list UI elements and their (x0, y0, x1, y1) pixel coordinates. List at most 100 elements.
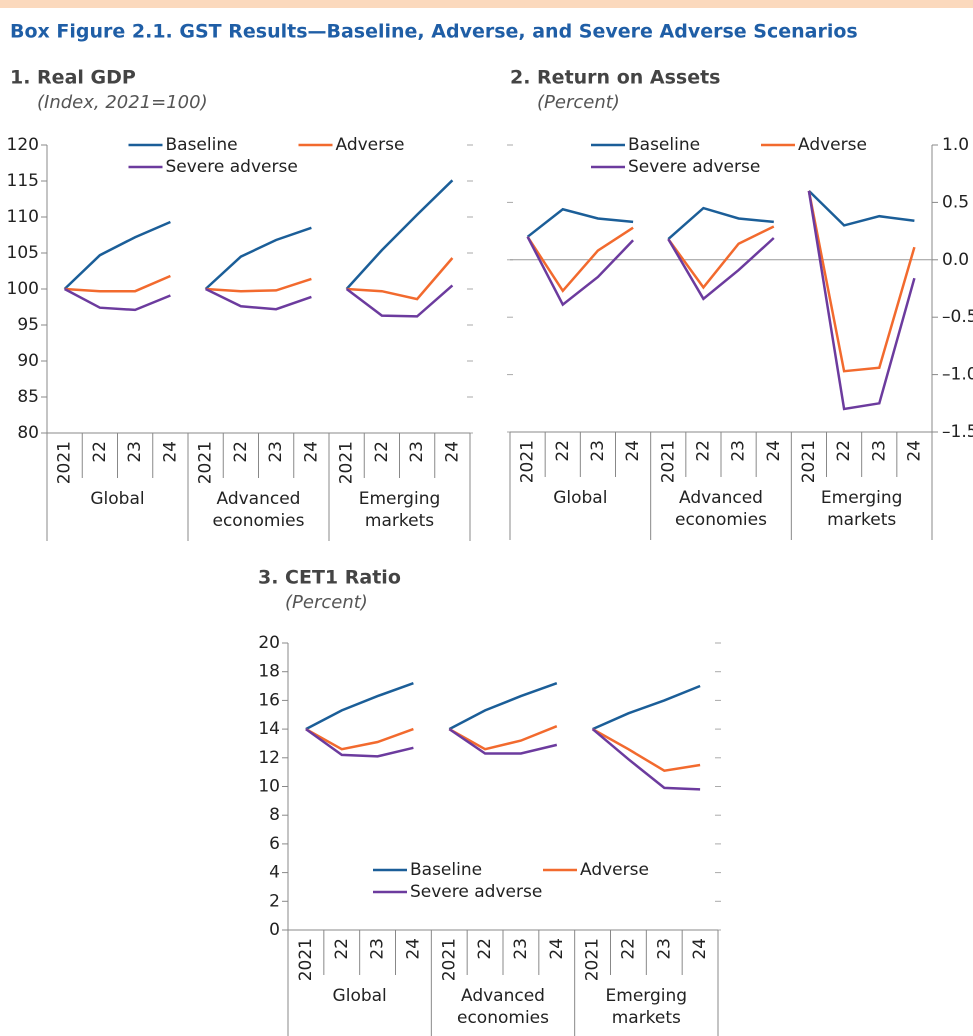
chart-title: 3. CET1 Ratio (258, 567, 401, 589)
series-line (64, 287, 171, 312)
y-tick-label: 18 (258, 662, 280, 682)
series-line (807, 190, 916, 411)
x-tick-label: 24 (547, 938, 567, 960)
y-tick-label: 105 (7, 243, 39, 263)
legend-label: Severe adverse (166, 157, 298, 177)
x-tick-label: 23 (588, 440, 608, 462)
group-label: Global (332, 986, 387, 1006)
series-line (64, 274, 171, 293)
group-label-box: Emerging markets (605, 986, 688, 1028)
x-tick-label: 23 (869, 440, 889, 462)
series-line (63, 220, 171, 290)
y-tick-label: 16 (258, 690, 280, 710)
chart-subtitle: (Percent) (285, 592, 368, 613)
legend-label: Adverse (798, 135, 867, 155)
y-tick-label: 0.5 (942, 192, 969, 212)
x-tick-label: 23 (125, 441, 145, 463)
x-tick-label: 24 (904, 440, 924, 462)
y-tick-label: 6 (269, 834, 280, 854)
group-label-box: Advanced economies (674, 488, 767, 530)
series-line (345, 284, 454, 318)
series-line (526, 207, 634, 238)
x-tick-label: 23 (368, 938, 388, 960)
legend-label: Baseline (166, 135, 238, 155)
x-tick-label: 23 (266, 441, 286, 463)
y-tick-label: 85 (17, 387, 39, 407)
series-line (305, 728, 414, 758)
y-tick-label: 0 (269, 920, 280, 940)
series-line (346, 257, 454, 301)
group-label: Advanced economies (457, 986, 549, 1028)
series-line (205, 287, 312, 311)
y-tick-label: 1.0 (942, 135, 969, 155)
x-tick-label: 24 (301, 441, 321, 463)
group-label: Global (553, 488, 608, 508)
x-tick-label: 22 (618, 938, 638, 960)
group-label: Advanced economies (674, 488, 767, 530)
chart-title: 2. Return on Assets (510, 67, 720, 89)
chart-title: 1. Real GDP (10, 67, 136, 89)
series-line (205, 277, 312, 293)
group-label-box: Advanced economies (457, 986, 549, 1028)
group-label-box: Global (90, 489, 145, 509)
series-line (808, 190, 915, 227)
chart-subtitle: (Index, 2021=100) (37, 92, 208, 113)
legend-label: Baseline (410, 860, 482, 880)
y-tick-label: 80 (17, 423, 39, 443)
series-line (448, 728, 558, 755)
y-tick-label: 10 (258, 777, 280, 797)
series-line (592, 684, 701, 731)
figure-title: Box Figure 2.1. GST Results—Baseline, Ad… (10, 21, 858, 43)
x-tick-label: 22 (372, 441, 392, 463)
x-tick-label: 23 (729, 440, 749, 462)
y-tick-label: 0.0 (942, 250, 969, 270)
group-label-box: Global (332, 986, 387, 1006)
x-tick-label: 24 (403, 938, 423, 960)
top-band (0, 0, 973, 8)
series-line (305, 682, 414, 731)
x-tick-label: 2021 (583, 938, 603, 981)
x-tick-label: 22 (693, 440, 713, 462)
group-label-box: Advanced economies (213, 489, 305, 531)
y-tick-label: –1.5 (942, 422, 973, 442)
y-tick-label: 120 (7, 135, 39, 155)
series-line (448, 725, 558, 751)
x-tick-label: 22 (834, 440, 854, 462)
series-line (448, 682, 558, 731)
series-line (667, 206, 774, 241)
y-tick-label: –0.5 (942, 307, 973, 327)
x-tick-label: 2021 (196, 441, 216, 484)
series-line (591, 728, 701, 791)
group-label-box: Emerging markets (820, 488, 903, 530)
x-tick-label: 24 (623, 440, 643, 462)
x-tick-label: 2021 (439, 938, 459, 981)
x-tick-label: 24 (690, 938, 710, 960)
x-tick-label: 24 (442, 441, 462, 463)
x-tick-label: 23 (511, 938, 531, 960)
y-tick-label: 14 (258, 719, 280, 739)
series-line (526, 236, 635, 307)
group-label: Global (90, 489, 145, 509)
y-tick-label: 8 (269, 805, 280, 825)
y-tick-label: 12 (258, 748, 280, 768)
y-tick-label: 20 (258, 633, 280, 653)
x-tick-label: 22 (231, 441, 251, 463)
x-tick-label: 2021 (518, 440, 538, 483)
x-tick-label: 2021 (799, 440, 819, 483)
y-tick-label: 2 (269, 891, 280, 911)
group-label-box: Global (553, 488, 608, 508)
group-label: Emerging markets (605, 986, 688, 1028)
x-tick-label: 23 (407, 441, 427, 463)
series-line (667, 225, 775, 290)
x-tick-label: 2021 (55, 441, 75, 484)
group-label-box: Emerging markets (359, 489, 441, 531)
x-tick-label: 2021 (337, 441, 357, 484)
y-tick-label: 110 (7, 207, 39, 227)
group-label: Emerging markets (820, 488, 903, 530)
y-tick-label: 4 (269, 863, 280, 883)
x-tick-label: 2021 (658, 440, 678, 483)
x-tick-label: 24 (160, 441, 180, 463)
y-tick-label: 95 (17, 315, 39, 335)
legend-label: Adverse (580, 860, 649, 880)
